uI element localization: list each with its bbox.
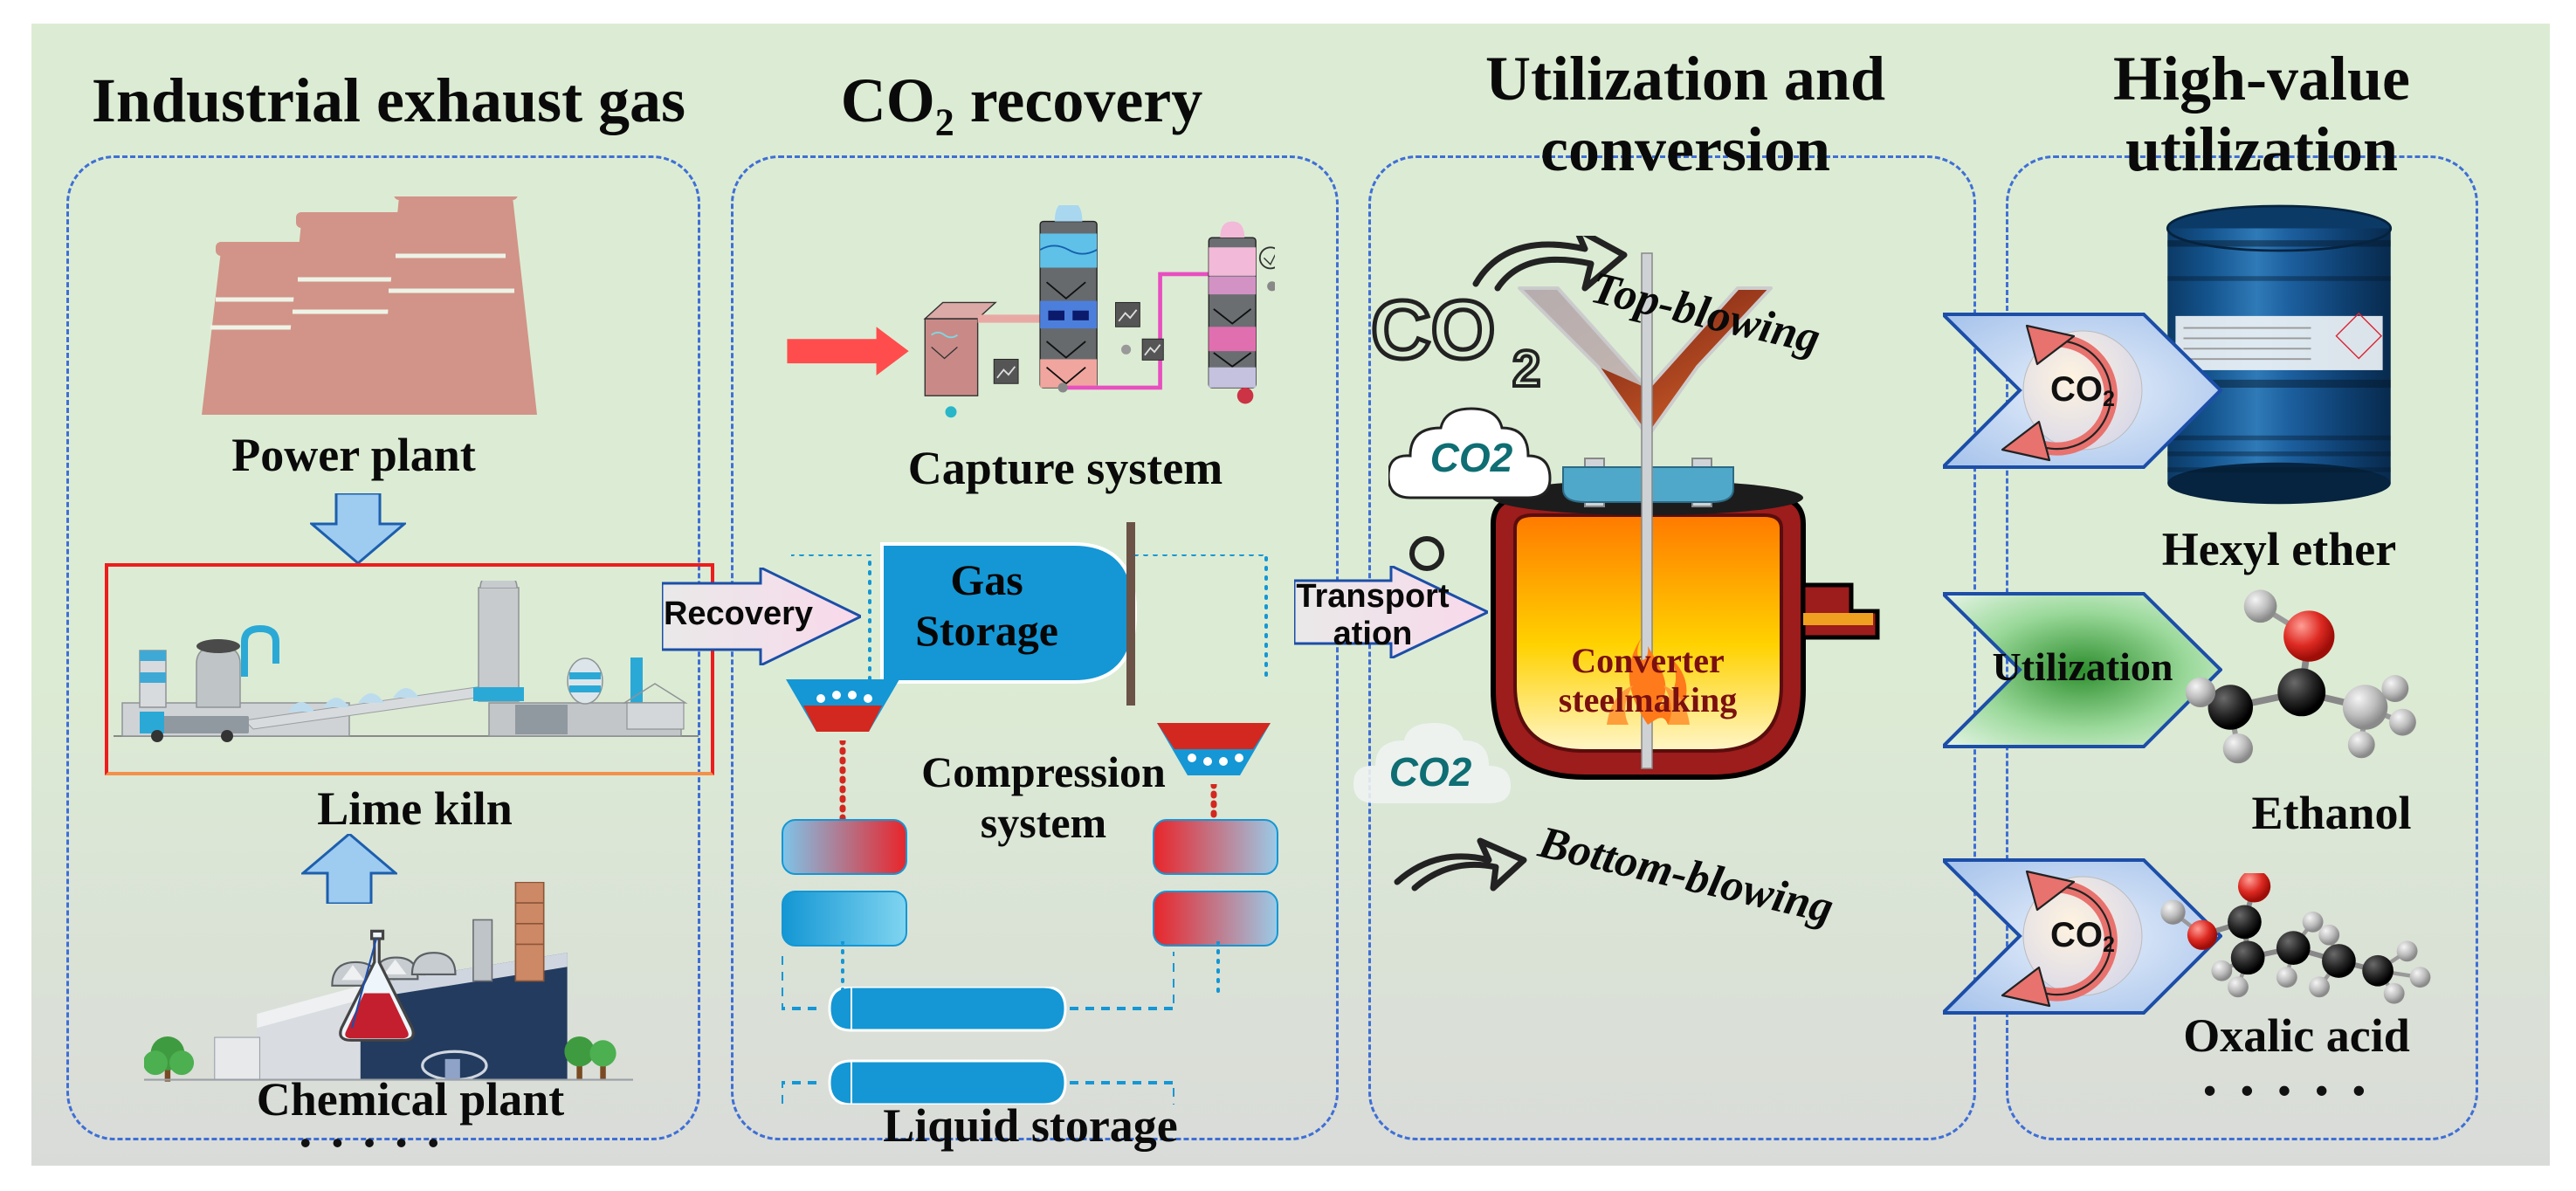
svg-text:CO2: CO2 (1430, 435, 1513, 480)
svg-text:CO: CO (1371, 284, 1496, 376)
svg-text:steelmaking: steelmaking (1559, 680, 1737, 719)
svg-text:2: 2 (1512, 341, 1540, 397)
svg-text:Converter: Converter (1571, 641, 1724, 680)
svg-text:Utilization: Utilization (1993, 644, 2173, 689)
